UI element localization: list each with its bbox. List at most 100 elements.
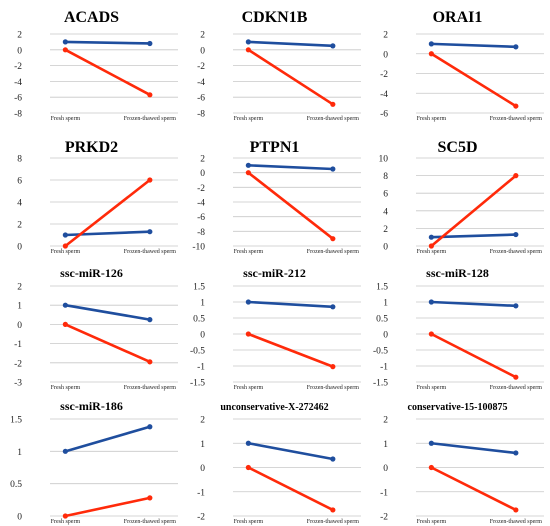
y-tick-label: -2	[14, 359, 22, 369]
data-point-2	[513, 507, 519, 513]
data-point-2	[330, 236, 336, 242]
y-tick-label: 4	[17, 199, 22, 209]
y-tick-label: 1.5	[376, 283, 388, 293]
x-category-label: Fresh sperm	[417, 249, 447, 255]
series-line-2	[430, 466, 518, 512]
y-tick-label: -1	[380, 488, 388, 498]
x-category-label: Frozen-thawed sperm	[490, 519, 542, 525]
series-line-1	[247, 300, 335, 309]
y-tick-label: -1.5	[373, 379, 388, 389]
chart-title: SC5D	[437, 139, 477, 156]
data-point-2	[330, 507, 336, 513]
data-point-2	[147, 359, 153, 365]
y-tick-label: -6	[197, 94, 205, 104]
series-line-2	[247, 332, 335, 368]
y-tick-label: 2	[17, 283, 22, 293]
y-tick-label: 0	[383, 331, 388, 341]
data-point-2	[428, 331, 434, 337]
x-category-label: Fresh sperm	[51, 249, 81, 255]
y-tick-label: 1	[200, 299, 205, 309]
series-line-1	[64, 40, 152, 45]
y-tick-label: 0	[200, 331, 205, 341]
chart-title: ssc-miR-126	[60, 266, 123, 280]
x-category-label: Frozen-thawed sperm	[307, 519, 359, 525]
y-tick-label: -1	[197, 363, 205, 373]
data-point-2	[330, 364, 336, 370]
chart-title: ssc-miR-128	[426, 266, 489, 280]
y-tick-label: -1	[14, 340, 22, 350]
data-point-2	[147, 495, 153, 501]
data-point-1	[62, 232, 68, 238]
x-category-label: Fresh sperm	[234, 519, 264, 525]
y-tick-label: 2	[17, 221, 22, 231]
y-tick-label: 1.5	[10, 416, 22, 426]
series-line-1	[430, 233, 518, 239]
y-tick-label: 1	[383, 299, 388, 309]
x-category-label: Frozen-thawed sperm	[124, 385, 176, 391]
series-line-1	[430, 42, 518, 49]
y-tick-label: 0	[200, 169, 205, 179]
y-tick-label: -2	[14, 62, 22, 72]
chart-panel-2: CDKN1B 2 0 -2 -4 -6 -8 Fresh sperm Frozen-thawed…	[197, 9, 361, 122]
y-tick-label: 6	[383, 190, 388, 200]
series-line-1	[430, 300, 518, 308]
y-tick-label: 0	[383, 50, 388, 60]
series-line-2	[247, 466, 335, 512]
data-point-1	[330, 456, 336, 462]
y-tick-label: 0	[17, 46, 22, 56]
data-point-1	[62, 39, 68, 45]
data-point-1	[513, 44, 519, 50]
y-tick-label: -0.5	[373, 347, 388, 357]
x-category-label: Frozen-thawed sperm	[307, 385, 359, 391]
data-point-2	[62, 321, 68, 327]
data-point-1	[62, 448, 68, 454]
x-category-label: Fresh sperm	[51, 116, 81, 122]
y-tick-label: -4	[380, 90, 388, 100]
y-tick-label: -1	[197, 488, 205, 498]
series-line-1	[430, 441, 518, 455]
y-tick-label: 0	[383, 243, 388, 253]
y-tick-label: -6	[14, 94, 22, 104]
y-tick-label: -4	[14, 78, 22, 88]
chart-panel-1: ACADS 2 0 -2 -4 -6 -8 Fresh sperm Frozen-thawed …	[14, 9, 178, 122]
y-tick-label: 8	[17, 155, 22, 165]
data-point-1	[330, 43, 336, 49]
series-line-2	[64, 48, 152, 97]
y-tick-label: 2	[383, 416, 388, 426]
y-tick-label: -10	[192, 243, 205, 253]
data-point-2	[62, 513, 68, 519]
y-tick-label: 0.5	[376, 315, 388, 325]
series-line-2	[430, 174, 518, 248]
series-line-1	[247, 164, 335, 171]
data-point-1	[245, 162, 251, 168]
series-line-2	[430, 52, 518, 108]
series-line-2	[430, 332, 518, 379]
y-tick-label: -2	[197, 513, 205, 523]
y-tick-label: 0	[200, 46, 205, 56]
data-point-1	[245, 299, 251, 305]
data-point-2	[245, 47, 251, 53]
y-tick-label: 0	[383, 464, 388, 474]
data-point-2	[245, 331, 251, 337]
y-tick-label: -2	[197, 62, 205, 72]
chart-panel-9: ssc-miR-128 1.5 1 0.5 0 -0.5 -1 -1.5 Fresh sperm…	[373, 266, 544, 391]
series-line-2	[64, 178, 152, 248]
chart-title: ACADS	[64, 9, 119, 26]
y-tick-label: 1	[200, 440, 205, 450]
y-tick-label: -6	[380, 110, 388, 120]
x-category-label: Frozen-thawed sperm	[490, 385, 542, 391]
y-tick-label: 4	[383, 207, 388, 217]
chart-panel-8: ssc-miR-212 1.5 1 0.5 0 -0.5 -1 -1.5 Fresh sperm…	[190, 266, 361, 391]
data-point-1	[147, 424, 153, 430]
chart-title: ssc-miR-186	[60, 399, 123, 413]
chart-panel-5: PTPN1 2 0 -2 -4 -6 -8 -10 Fresh sperm Frozen-thaw…	[192, 139, 361, 255]
x-category-label: Fresh sperm	[51, 385, 81, 391]
y-tick-label: -2	[197, 184, 205, 194]
chart-title: ORAI1	[433, 9, 483, 26]
x-category-label: Frozen-thawed sperm	[307, 116, 359, 122]
chart-title: CDKN1B	[242, 9, 308, 26]
y-tick-label: -2	[380, 513, 388, 523]
y-tick-label: 0.5	[10, 480, 22, 490]
y-tick-label: -0.5	[190, 347, 205, 357]
data-point-1	[428, 234, 434, 240]
